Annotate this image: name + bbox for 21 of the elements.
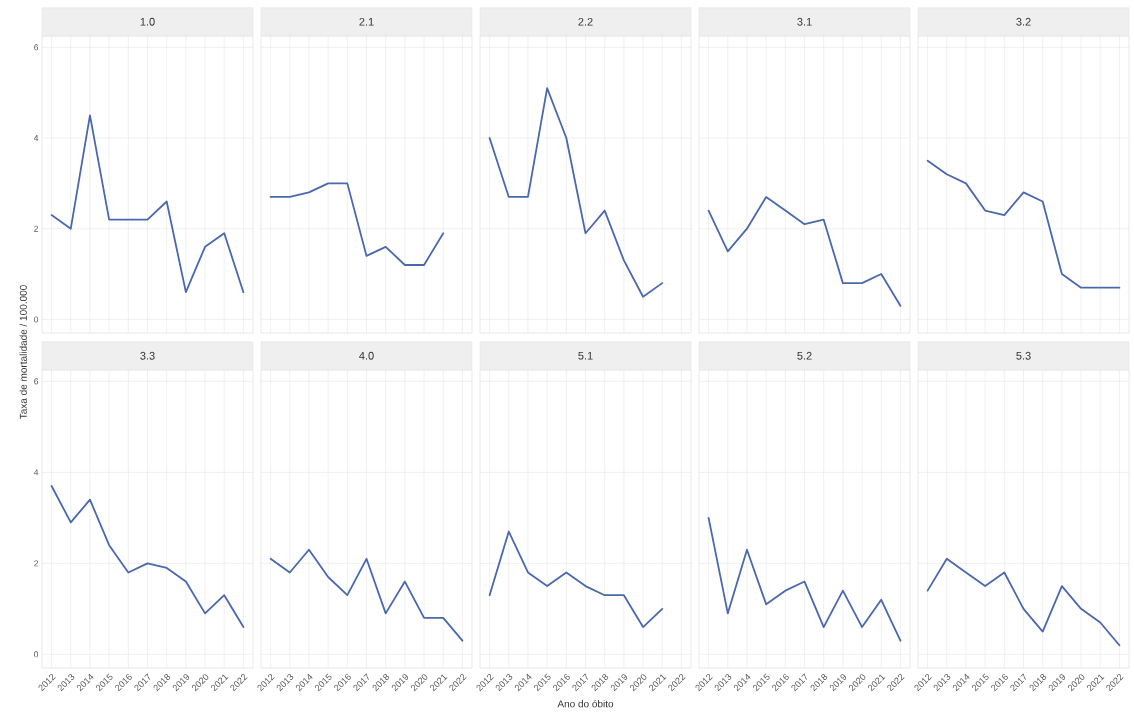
chart-title: 4.0 bbox=[359, 351, 374, 360]
chart-title: 2.2 bbox=[578, 17, 593, 26]
chart-title: 3.1 bbox=[797, 17, 812, 26]
y-tick-label: 0 bbox=[34, 651, 39, 658]
y-axis-title: Taxa de mortalidade / 100.000 bbox=[19, 285, 27, 420]
chart-title: 5.1 bbox=[578, 351, 593, 360]
y-tick-label: 4 bbox=[33, 135, 39, 141]
chart-title: 3.3 bbox=[140, 351, 155, 360]
y-tick-label: 2 bbox=[34, 225, 39, 232]
chart-title: 3.2 bbox=[1016, 17, 1031, 26]
y-tick-label: 6 bbox=[34, 378, 39, 385]
line-series bbox=[50, 485, 245, 628]
y-tick-label: 0 bbox=[34, 316, 39, 323]
chart-title: 5.3 bbox=[1016, 351, 1031, 360]
y-tick-label: 4 bbox=[33, 469, 39, 476]
y-tick-label: 6 bbox=[34, 44, 39, 51]
chart-title: 2.1 bbox=[359, 17, 374, 26]
y-tick-label: 2 bbox=[34, 560, 39, 567]
chart-title: 1.0 bbox=[140, 17, 155, 26]
chart-title: 5.2 bbox=[797, 351, 812, 360]
x-axis-title: Ano do óbito bbox=[557, 699, 614, 708]
